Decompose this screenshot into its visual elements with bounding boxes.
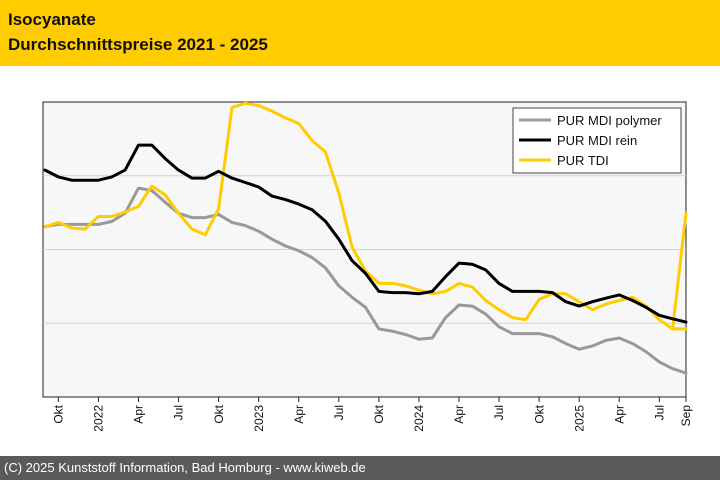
x-tick-label-9: Okt xyxy=(372,404,386,423)
legend-label-2: PUR MDI rein xyxy=(557,133,637,148)
grid-lines xyxy=(43,175,686,324)
x-tick-label-13: Okt xyxy=(532,404,546,423)
chart-title: Isocyanate xyxy=(8,10,96,29)
series-lines xyxy=(43,101,688,375)
x-tick-label-11: Apr xyxy=(452,405,466,424)
chart-subtitle: Durchschnittspreise 2021 - 2025 xyxy=(8,35,268,54)
series-line-4 xyxy=(671,211,688,331)
x-tick-label-16: Jul xyxy=(652,405,666,420)
header-bar: Isocyanate Durchschnittspreise 2021 - 20… xyxy=(0,0,720,66)
line-chart: Okt 2022 Apr Jul Okt 2023 Apr Jul Okt 2024 Apr Jul O… xyxy=(42,101,693,432)
x-tick-label-2: 2022 xyxy=(92,405,106,432)
x-axis: Okt 2022 Apr Jul Okt 2023 Apr Jul Okt 2024 Apr Jul O… xyxy=(52,397,693,432)
legend: PUR MDI polymer PUR MDI rein PUR TDI xyxy=(512,107,682,174)
x-tick-label-14: 2025 xyxy=(572,405,586,432)
x-tick-label-15: Apr xyxy=(612,405,626,424)
x-tick-label-12: Jul xyxy=(492,405,506,420)
copyright-text: (C) 2025 Kunststoff Information, Bad Hom… xyxy=(4,460,366,475)
legend-label-1: PUR MDI polymer xyxy=(557,113,662,128)
series-line-2 xyxy=(43,143,688,324)
x-tick-label-4: Jul xyxy=(172,405,186,420)
x-tick-label-6: 2023 xyxy=(252,405,266,432)
x-tick-label-10: 2024 xyxy=(412,405,426,432)
x-tick-label-3: Apr xyxy=(132,405,146,424)
x-tick-label-8: Jul xyxy=(332,405,346,420)
x-tick-label-1: Okt xyxy=(52,404,66,423)
series-line-3 xyxy=(43,101,688,331)
footer-bar: (C) 2025 Kunststoff Information, Bad Hom… xyxy=(0,456,720,480)
legend-label-3: PUR TDI xyxy=(557,153,609,168)
x-tick-label-5: Okt xyxy=(212,404,226,423)
series-line-1 xyxy=(43,186,688,375)
x-tick-label-17: Sep xyxy=(679,405,693,427)
chart-area: Okt 2022 Apr Jul Okt 2023 Apr Jul Okt 2024 Apr Jul O… xyxy=(0,66,720,456)
x-tick-label-7: Apr xyxy=(292,405,306,424)
